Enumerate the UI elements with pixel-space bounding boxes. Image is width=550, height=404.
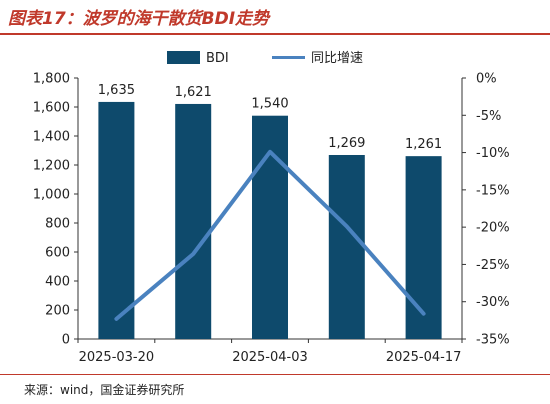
legend: BDI 同比增速	[167, 51, 363, 66]
y-left-tick-label: 1,400	[33, 130, 70, 145]
bdi-bar	[328, 154, 365, 339]
yoy-growth-point	[192, 253, 194, 255]
bdi-data-label: 1,269	[328, 136, 365, 151]
y-left-tick-label: 0	[62, 333, 70, 348]
yoy-growth-point	[346, 225, 348, 227]
y-left-tick-label: 1,600	[33, 101, 70, 116]
y-left-tick-label: 1,000	[33, 188, 70, 203]
source-note: 来源：wind，国金证券研究所	[24, 383, 185, 397]
y-right-tick-label: -25%	[476, 258, 510, 273]
y-left-tick-label: 400	[45, 275, 70, 290]
legend-swatch-bdi	[167, 51, 200, 64]
bdi-data-label: 1,540	[251, 97, 288, 112]
y-left-tick-label: 1,200	[33, 159, 70, 174]
y-left-tick-label: 200	[45, 304, 70, 319]
bdi-bar	[98, 101, 135, 339]
bdi-data-label: 1,635	[98, 83, 135, 98]
bdi-chart: BDI 同比增速 0 200 400 600 800 1,000 1,200 1,400 1,6…	[33, 51, 510, 365]
figure-title: 图表17：波罗的海干散货BDI走势	[8, 9, 270, 29]
bdi-data-label: 1,621	[175, 85, 212, 100]
y-right-tick-label: -5%	[476, 109, 501, 124]
y-left-tick-label: 800	[45, 217, 70, 232]
y-right-tick-label: -15%	[476, 183, 510, 198]
y-right-tick-label: 0%	[476, 72, 497, 87]
bdi-bar	[252, 115, 288, 339]
y-left-tick-label: 600	[45, 246, 70, 261]
bdi-bar	[175, 103, 212, 339]
title-rule	[0, 33, 550, 35]
bdi-data-label: 1,261	[405, 137, 442, 152]
source-rule	[0, 374, 550, 375]
yoy-growth-point	[423, 313, 425, 315]
bdi-bar	[405, 156, 442, 339]
yoy-growth-point	[269, 151, 271, 153]
x-tick-label: 2025-04-17	[386, 350, 462, 365]
y-right-tick-label: -20%	[476, 221, 510, 236]
x-tick-label: 2025-03-20	[79, 350, 155, 365]
legend-label-bdi: BDI	[206, 51, 229, 66]
yoy-growth-point	[115, 318, 117, 320]
y-left-tick-label: 1,800	[33, 72, 70, 87]
y-right-tick-label: -30%	[476, 295, 510, 310]
legend-label-yoy: 同比增速	[311, 51, 363, 66]
y-right-tick-label: -35%	[476, 333, 510, 348]
y-right-tick-label: -10%	[476, 146, 510, 161]
x-tick-label: 2025-04-03	[232, 350, 308, 365]
